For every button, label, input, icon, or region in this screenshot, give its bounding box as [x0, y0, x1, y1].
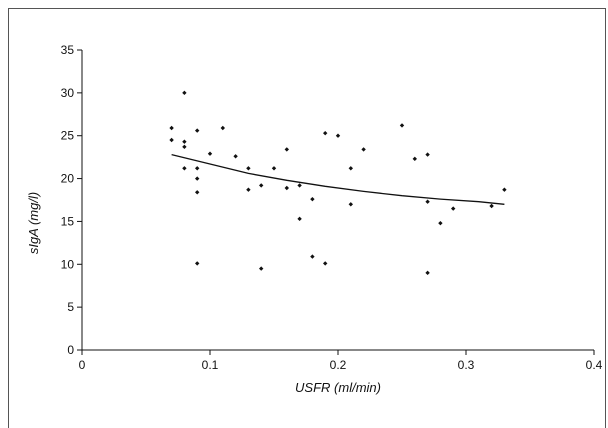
- x-tick-label: 0.3: [458, 358, 475, 372]
- data-point: [195, 128, 200, 133]
- data-point: [246, 166, 251, 171]
- y-tick-label: 0: [67, 343, 74, 357]
- data-point: [425, 199, 430, 204]
- data-point: [361, 147, 366, 152]
- data-point: [284, 147, 289, 152]
- trendline: [171, 153, 505, 205]
- data-point: [182, 144, 187, 150]
- data-point: [195, 176, 200, 181]
- data-point: [195, 190, 200, 195]
- data-point: [399, 123, 405, 128]
- data-point: [207, 151, 213, 156]
- data-point: [323, 130, 328, 136]
- data-point: [169, 137, 174, 143]
- y-tick-label: 20: [61, 172, 75, 186]
- data-point: [310, 196, 315, 202]
- data-point: [195, 166, 200, 171]
- y-tick-label: 5: [67, 300, 74, 314]
- data-points: [169, 90, 507, 276]
- data-point: [297, 216, 302, 222]
- data-point: [195, 261, 200, 266]
- data-point: [310, 254, 315, 259]
- data-point: [297, 183, 302, 188]
- data-point: [348, 202, 353, 207]
- y-tick-label: 35: [61, 43, 75, 57]
- data-point: [284, 185, 289, 191]
- data-point: [246, 187, 251, 192]
- figure-frame: [8, 8, 606, 428]
- data-point: [182, 90, 187, 96]
- data-point: [259, 183, 264, 188]
- x-axis-title: USFR (ml/min): [295, 380, 381, 395]
- data-point: [335, 133, 341, 138]
- x-tick-label: 0.2: [330, 358, 347, 372]
- y-tick-label: 15: [61, 214, 75, 228]
- data-point: [451, 206, 456, 211]
- x-tick-label: 0.4: [586, 358, 603, 372]
- data-point: [412, 156, 417, 162]
- data-point: [323, 261, 328, 266]
- data-point: [438, 220, 443, 226]
- data-point: [169, 125, 174, 131]
- data-point: [489, 203, 494, 209]
- data-point: [425, 270, 430, 276]
- data-point: [182, 139, 187, 144]
- data-point: [182, 166, 187, 171]
- data-point: [271, 166, 277, 171]
- y-tick-label: 30: [61, 86, 75, 100]
- data-point: [502, 187, 507, 192]
- x-tick-label: 0: [79, 358, 86, 372]
- x-tick-label: 0.1: [202, 358, 219, 372]
- y-axis-title: sIgA (mg/l): [26, 192, 41, 254]
- trendline-layer: [171, 153, 505, 205]
- data-point: [348, 166, 353, 171]
- axes: 0 5 10 15 20 25 30 35 0 0.1 0.2 0.3 0.4: [61, 43, 603, 372]
- data-point: [425, 152, 430, 157]
- data-point: [233, 154, 238, 159]
- y-tick-label: 10: [61, 257, 75, 271]
- data-point: [259, 266, 264, 271]
- y-tick-label: 25: [61, 129, 75, 143]
- data-point: [220, 125, 225, 131]
